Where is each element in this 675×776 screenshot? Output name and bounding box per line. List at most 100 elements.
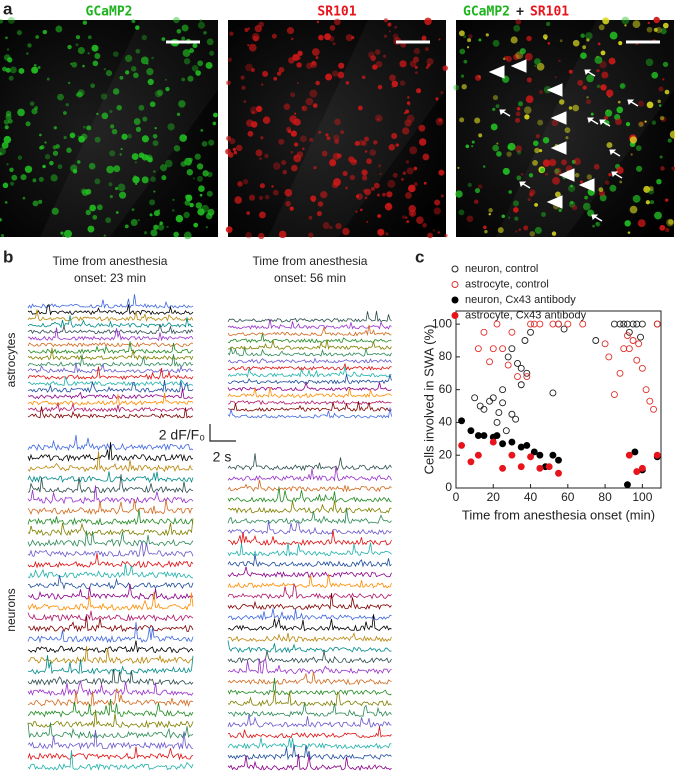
- point: [474, 451, 482, 459]
- trace: [227, 657, 392, 675]
- cell: [370, 186, 376, 191]
- cell: [416, 216, 424, 225]
- cell: [247, 130, 254, 137]
- trace: [227, 486, 392, 504]
- cell: [383, 18, 388, 23]
- trace: [27, 575, 194, 590]
- cell: [415, 88, 422, 94]
- cell: [112, 88, 120, 95]
- cell: [659, 115, 665, 121]
- trace: [227, 500, 392, 514]
- point: [631, 448, 639, 456]
- cell: [374, 182, 380, 189]
- trace: [227, 466, 392, 482]
- cell: [208, 139, 215, 146]
- cell: [294, 112, 297, 115]
- cell: [109, 195, 113, 199]
- cell: [532, 160, 538, 166]
- cell: [466, 215, 474, 223]
- cell: [357, 105, 363, 111]
- legend-marker: [451, 296, 459, 304]
- trace-header: Time from anesthesia: [253, 254, 368, 268]
- cell: [39, 133, 42, 137]
- cell: [552, 176, 560, 185]
- cell: [310, 195, 317, 202]
- point: [489, 394, 497, 402]
- panel-label: c: [415, 247, 424, 266]
- cell: [595, 222, 599, 225]
- trace: [27, 750, 194, 771]
- point: [493, 432, 501, 440]
- trace: [27, 610, 194, 622]
- cell: [492, 94, 499, 101]
- cell: [345, 186, 348, 190]
- row-label: astrocytes: [4, 333, 18, 388]
- cell: [659, 224, 666, 231]
- trace: [27, 315, 194, 329]
- tissue-band: [268, 20, 446, 237]
- cell: [585, 99, 592, 105]
- cell: [154, 90, 162, 98]
- trace: [227, 640, 392, 654]
- cell: [117, 183, 126, 192]
- trace: [27, 341, 194, 348]
- cell: [252, 35, 259, 42]
- cell: [65, 103, 69, 107]
- cell: [149, 199, 156, 206]
- cell: [176, 112, 181, 116]
- cell: [355, 210, 358, 213]
- cell: [115, 211, 119, 214]
- cell: [646, 101, 654, 109]
- cell: [195, 202, 203, 209]
- cell: [660, 116, 667, 122]
- cell: [183, 58, 191, 65]
- cell: [309, 137, 314, 142]
- cell: [141, 176, 149, 184]
- cell: [572, 104, 580, 112]
- cell: [388, 144, 396, 151]
- cell: [124, 70, 130, 75]
- cell: [1, 141, 9, 149]
- cell: [488, 208, 493, 213]
- cell: [131, 153, 139, 161]
- trace: [27, 518, 194, 537]
- cell: [3, 119, 10, 125]
- trace: [227, 339, 392, 351]
- cell: [574, 172, 580, 178]
- cell: [366, 158, 372, 165]
- cell: [600, 84, 607, 91]
- point: [504, 361, 512, 369]
- trace: [27, 474, 193, 494]
- cell: [665, 198, 669, 202]
- cell: [248, 43, 257, 52]
- cell: [364, 188, 372, 196]
- cell: [568, 184, 576, 193]
- cell: [671, 166, 675, 171]
- cell: [312, 103, 318, 108]
- cell: [391, 132, 398, 139]
- cell: [580, 33, 585, 38]
- point: [499, 399, 507, 407]
- point: [549, 389, 557, 397]
- cell: [558, 59, 561, 62]
- trace: [27, 442, 194, 463]
- trace: [27, 294, 194, 309]
- arrowhead: [488, 65, 505, 79]
- cell: [377, 214, 382, 218]
- cell: [150, 176, 156, 182]
- cell: [648, 188, 655, 195]
- cell: [619, 180, 623, 184]
- cell: [334, 118, 341, 126]
- cell: [133, 72, 139, 79]
- cell: [244, 27, 249, 32]
- cell: [534, 226, 542, 234]
- arrow: [591, 214, 599, 220]
- cell: [92, 60, 99, 67]
- cell: [361, 140, 367, 146]
- cell: [418, 138, 427, 146]
- point: [458, 441, 466, 449]
- image-title: GCaMP2: [86, 5, 133, 20]
- cell: [35, 35, 39, 39]
- point: [633, 356, 641, 364]
- cell: [369, 149, 377, 156]
